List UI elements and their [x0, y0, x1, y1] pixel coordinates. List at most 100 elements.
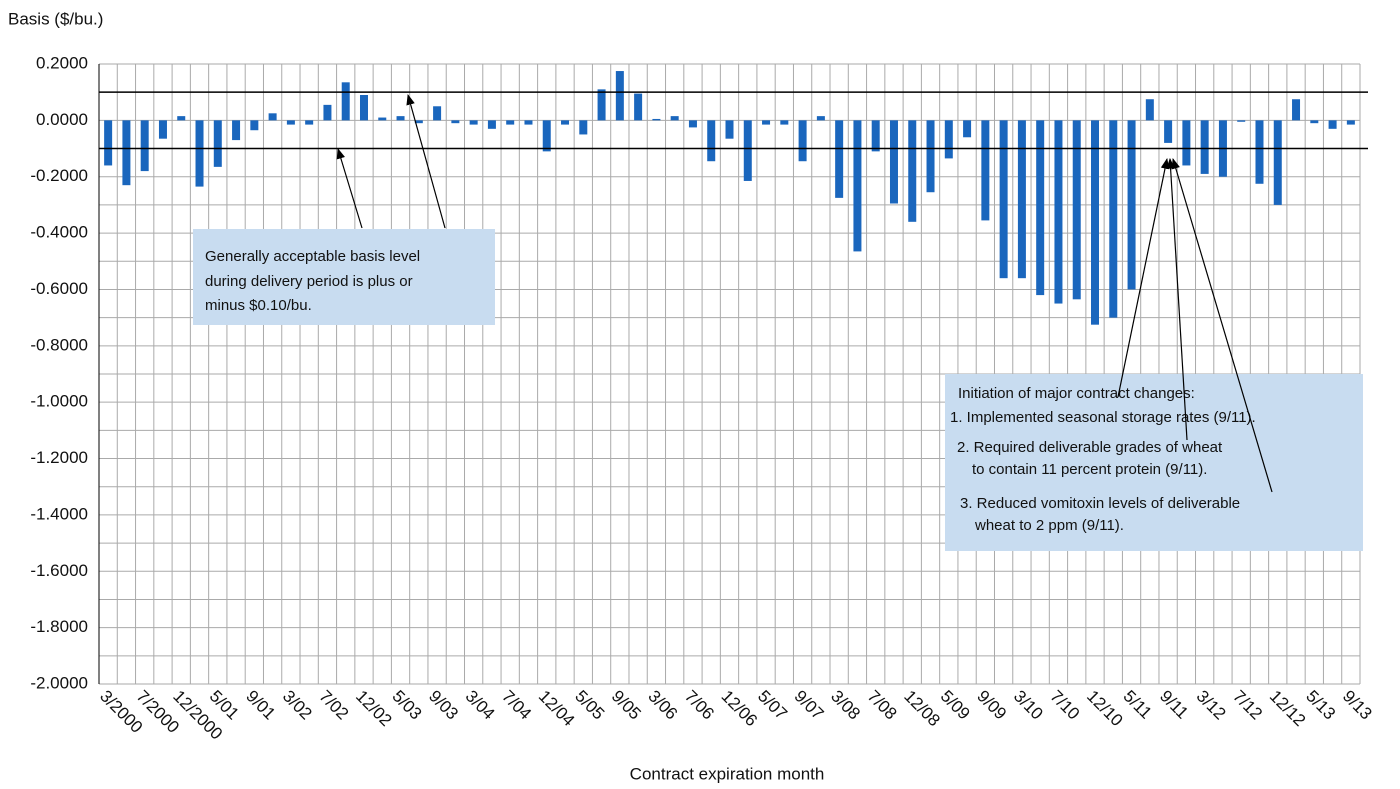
bar [707, 120, 716, 162]
x-tick-label: 12/06 [718, 687, 762, 731]
y-tick-label: 0.2000 [36, 53, 88, 72]
bar [926, 120, 935, 193]
bar [1072, 120, 1081, 300]
annotation-text: Generally acceptable basis level [205, 248, 420, 265]
bar [1127, 120, 1136, 290]
bar [341, 82, 350, 121]
bar [140, 120, 149, 172]
x-tick-label: 9/09 [973, 687, 1010, 724]
bar [561, 120, 570, 125]
bar [396, 116, 405, 121]
y-tick-label: -1.4000 [30, 504, 88, 523]
bar [835, 120, 844, 198]
bar [579, 120, 588, 135]
bar [743, 120, 752, 181]
x-tick-label: 3/08 [827, 687, 864, 724]
bar [469, 120, 478, 125]
x-tick-label: 12/08 [900, 687, 944, 731]
annotation-text: Initiation of major contract changes: [958, 385, 1195, 402]
bar [1237, 120, 1246, 122]
bar [798, 120, 807, 162]
x-tick-label: 3/04 [462, 687, 499, 724]
bar [1036, 120, 1045, 296]
x-tick-label: 7/10 [1046, 687, 1083, 724]
bar [908, 120, 917, 222]
bar [1109, 120, 1118, 318]
x-tick-label: 12/04 [535, 687, 579, 731]
y-tick-label: 0.0000 [36, 110, 88, 129]
y-axis-label: Basis ($/bu.) [8, 9, 103, 28]
x-tick-label: 12/12 [1266, 687, 1310, 731]
bar [1273, 120, 1282, 205]
x-tick-label: 9/05 [608, 687, 645, 724]
y-tick-label: -1.6000 [30, 561, 88, 580]
bar [122, 120, 131, 186]
bar [195, 120, 204, 187]
bar [762, 120, 771, 125]
y-tick-label: -0.6000 [30, 279, 88, 298]
annotation-text: 2. Required deliverable grades of wheat [957, 439, 1223, 456]
bar [177, 116, 186, 121]
y-tick-label: -1.0000 [30, 392, 88, 411]
bar [981, 120, 990, 221]
annotation-text: to contain 11 percent protein (9/11). [972, 461, 1207, 478]
bar [780, 120, 789, 125]
bar [268, 113, 277, 121]
x-tick-label: 9/01 [242, 687, 279, 724]
x-tick-label: 7/12 [1229, 687, 1266, 724]
bar [853, 120, 862, 252]
bar [524, 120, 533, 125]
bar [688, 120, 697, 128]
bar [1292, 99, 1301, 121]
bar [1310, 120, 1319, 124]
bar [963, 120, 972, 138]
bar [506, 120, 515, 125]
x-tick-label: 7/02 [315, 687, 352, 724]
bar [999, 120, 1008, 279]
x-tick-label: 9/11 [1156, 687, 1192, 723]
x-tick-label: 12/10 [1083, 687, 1127, 731]
x-tick-label: 3/02 [279, 687, 316, 724]
y-tick-label: -1.8000 [30, 617, 88, 636]
bar [542, 120, 551, 152]
x-axis-label: Contract expiration month [630, 764, 825, 783]
x-tick-label: 3/10 [1010, 687, 1047, 724]
x-tick-label: 9/07 [791, 687, 828, 724]
bar [1054, 120, 1063, 304]
bar [871, 120, 880, 152]
bar [414, 120, 423, 124]
x-tick-label: 7/04 [498, 687, 535, 724]
annotation-box [945, 374, 1363, 551]
bar [1255, 120, 1264, 184]
annotation-text: wheat to 2 ppm (9/11). [974, 517, 1124, 534]
x-tick-label: 9/03 [425, 687, 462, 724]
bar [250, 120, 259, 131]
bar [597, 89, 606, 121]
bar [670, 116, 679, 121]
bar [305, 120, 314, 125]
bar [634, 93, 643, 121]
arrows [336, 93, 1273, 493]
bar [286, 120, 295, 125]
y-tick-label: -0.2000 [30, 166, 88, 185]
x-tick-label: 7/06 [681, 687, 718, 724]
y-tick-label: -1.2000 [30, 448, 88, 467]
annotation-box [193, 229, 495, 325]
x-tick-label: 12/02 [352, 687, 396, 731]
bar [1145, 99, 1154, 121]
bar [1164, 120, 1173, 143]
bar [889, 120, 898, 204]
annotation-text: 1. Implemented seasonal storage rates (9… [950, 409, 1256, 426]
y-tick-label: -0.8000 [30, 335, 88, 354]
y-tick-label: -0.4000 [30, 223, 88, 242]
bar [615, 71, 624, 121]
bar [1346, 120, 1355, 125]
bar [816, 116, 825, 121]
bar [944, 120, 953, 159]
bar [487, 120, 496, 129]
bar [1091, 120, 1100, 325]
bar [323, 104, 332, 121]
annotation-text: minus $0.10/bu. [205, 297, 312, 314]
x-tick-label: 9/13 [1339, 687, 1376, 724]
